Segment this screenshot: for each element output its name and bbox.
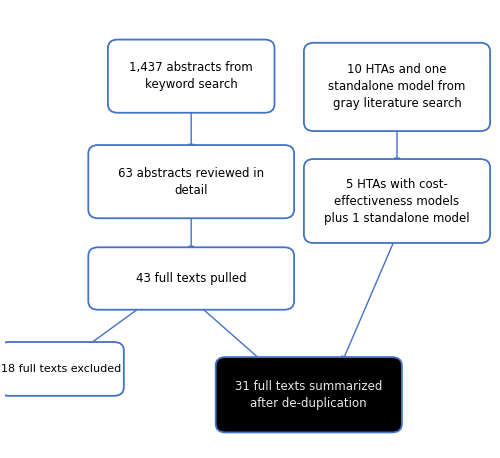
- Text: 1,437 abstracts from
keyword search: 1,437 abstracts from keyword search: [130, 61, 253, 91]
- Text: 18 full texts excluded: 18 full texts excluded: [1, 364, 122, 374]
- Text: 63 abstracts reviewed in
detail: 63 abstracts reviewed in detail: [118, 167, 264, 196]
- FancyBboxPatch shape: [216, 357, 402, 432]
- Text: 10 HTAs and one
standalone model from
gray literature search: 10 HTAs and one standalone model from gr…: [328, 63, 466, 110]
- FancyBboxPatch shape: [88, 145, 294, 218]
- Text: 43 full texts pulled: 43 full texts pulled: [136, 272, 246, 285]
- FancyBboxPatch shape: [88, 247, 294, 310]
- Text: 5 HTAs with cost-
effectiveness models
plus 1 standalone model: 5 HTAs with cost- effectiveness models p…: [324, 178, 470, 224]
- FancyBboxPatch shape: [108, 39, 274, 113]
- FancyBboxPatch shape: [0, 342, 124, 396]
- FancyBboxPatch shape: [304, 159, 490, 243]
- Text: 31 full texts summarized
after de-duplication: 31 full texts summarized after de-duplic…: [235, 380, 382, 410]
- FancyBboxPatch shape: [304, 43, 490, 131]
